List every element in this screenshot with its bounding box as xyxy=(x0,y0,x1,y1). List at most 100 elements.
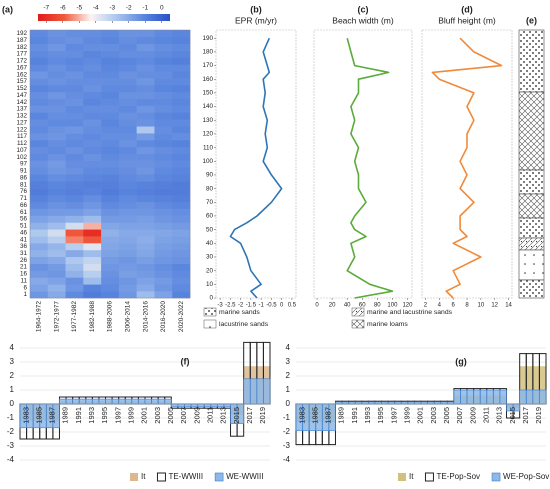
heat-cell xyxy=(154,270,173,278)
x-tick-label: 2015 xyxy=(232,407,241,424)
column-label: 1988-2006 xyxy=(107,301,114,332)
bar xyxy=(223,403,231,408)
heat-cell xyxy=(118,284,137,292)
heat-cell xyxy=(47,71,66,79)
x-tick-label: 2009 xyxy=(468,407,477,424)
x-tick-label: 6 xyxy=(451,303,455,309)
column-label: 2006-2014 xyxy=(124,301,131,332)
y-tick-label: 70 xyxy=(206,199,214,206)
heat-cell xyxy=(136,229,155,237)
heat-cell xyxy=(154,208,173,216)
x-tick-label: 2001 xyxy=(416,407,425,424)
heat-cell xyxy=(83,78,102,86)
bar xyxy=(526,366,533,404)
heat-cell xyxy=(83,91,102,100)
heat-cell xyxy=(118,139,137,148)
heat-cell xyxy=(172,36,191,45)
row-label: 167 xyxy=(16,64,27,71)
row-label: 61 xyxy=(20,209,28,216)
legend-swatch xyxy=(424,472,434,482)
heat-cell xyxy=(65,174,84,182)
y-tick-label: 2 xyxy=(10,371,15,380)
panel-label: (e) xyxy=(526,15,537,25)
heat-cell xyxy=(30,263,49,271)
heat-cell xyxy=(30,208,49,216)
bar xyxy=(368,401,376,405)
bar xyxy=(157,398,166,405)
heat-cell xyxy=(172,105,191,113)
row-label: 97 xyxy=(20,161,28,168)
heat-cell xyxy=(47,236,66,244)
heat-cell xyxy=(65,236,84,244)
heat-cell xyxy=(83,208,102,216)
heat-cell xyxy=(83,194,102,203)
heat-cell xyxy=(101,249,120,258)
heat-cell xyxy=(30,222,49,230)
x-tick-label: 20 xyxy=(329,303,336,309)
legend-label: WE-Pop-Sov xyxy=(503,472,549,481)
heat-cell xyxy=(101,160,120,168)
heat-cell xyxy=(30,229,49,237)
column-label: 1964-1972 xyxy=(36,301,43,332)
heat-cell xyxy=(30,249,49,258)
heat-cell xyxy=(136,270,155,278)
heat-cell xyxy=(172,98,191,106)
heat-cell xyxy=(65,270,84,278)
y-tick-label: 30 xyxy=(206,254,214,261)
heat-cell xyxy=(172,236,191,244)
heat-cell xyxy=(172,284,191,292)
heat-cell xyxy=(172,256,191,264)
bar xyxy=(447,401,455,405)
heat-cell xyxy=(136,236,155,244)
legend-label: TE-Pop-Sov xyxy=(436,472,480,481)
bar xyxy=(78,398,87,405)
heat-cell xyxy=(118,71,137,79)
heat-cell xyxy=(83,270,102,278)
heat-cell xyxy=(47,222,66,230)
row-label: 1 xyxy=(23,291,27,298)
row-label: 36 xyxy=(20,243,28,250)
x-tick-label: 2005 xyxy=(166,407,175,424)
heat-cell xyxy=(172,43,191,51)
heat-cell xyxy=(65,36,84,45)
heat-cell xyxy=(154,126,173,134)
heat-cell xyxy=(30,43,49,51)
heat-cell xyxy=(118,50,137,58)
heat-cell xyxy=(154,291,173,299)
plot-frame xyxy=(215,29,297,299)
heat-cell xyxy=(30,270,49,278)
heat-cell xyxy=(65,146,84,154)
x-tick-label: 2013 xyxy=(495,407,504,424)
x-tick-label: 1995 xyxy=(376,407,385,424)
heat-cell xyxy=(30,174,49,182)
heat-cell xyxy=(47,249,66,258)
heat-cell xyxy=(83,146,102,154)
heat-cell xyxy=(172,133,191,141)
bar xyxy=(539,366,546,404)
heat-cell xyxy=(101,119,120,127)
heat-cell xyxy=(154,236,173,244)
heat-cell xyxy=(154,98,173,106)
heat-cell xyxy=(30,30,49,38)
y-tick-label: 50 xyxy=(206,226,214,233)
heat-cell xyxy=(118,263,137,271)
colorbar-tick-label: -5 xyxy=(76,5,82,12)
heat-cell xyxy=(136,119,155,127)
heat-cell xyxy=(101,64,120,72)
column-label: 1982-1988 xyxy=(89,301,96,332)
heat-cell xyxy=(83,50,102,58)
heat-cell xyxy=(47,181,66,189)
x-tick-label: 1993 xyxy=(87,407,96,424)
heat-cell xyxy=(47,139,66,148)
bar xyxy=(473,389,481,405)
bar xyxy=(184,403,192,408)
heat-cell xyxy=(65,112,84,120)
heat-cell xyxy=(118,57,137,65)
heat-cell xyxy=(172,291,191,299)
bar xyxy=(256,378,264,405)
legend-swatch xyxy=(214,472,224,482)
heat-cell xyxy=(83,263,102,271)
heat-cell xyxy=(154,153,173,161)
x-tick-label: 1983 xyxy=(21,407,30,424)
heat-cell xyxy=(172,160,191,168)
